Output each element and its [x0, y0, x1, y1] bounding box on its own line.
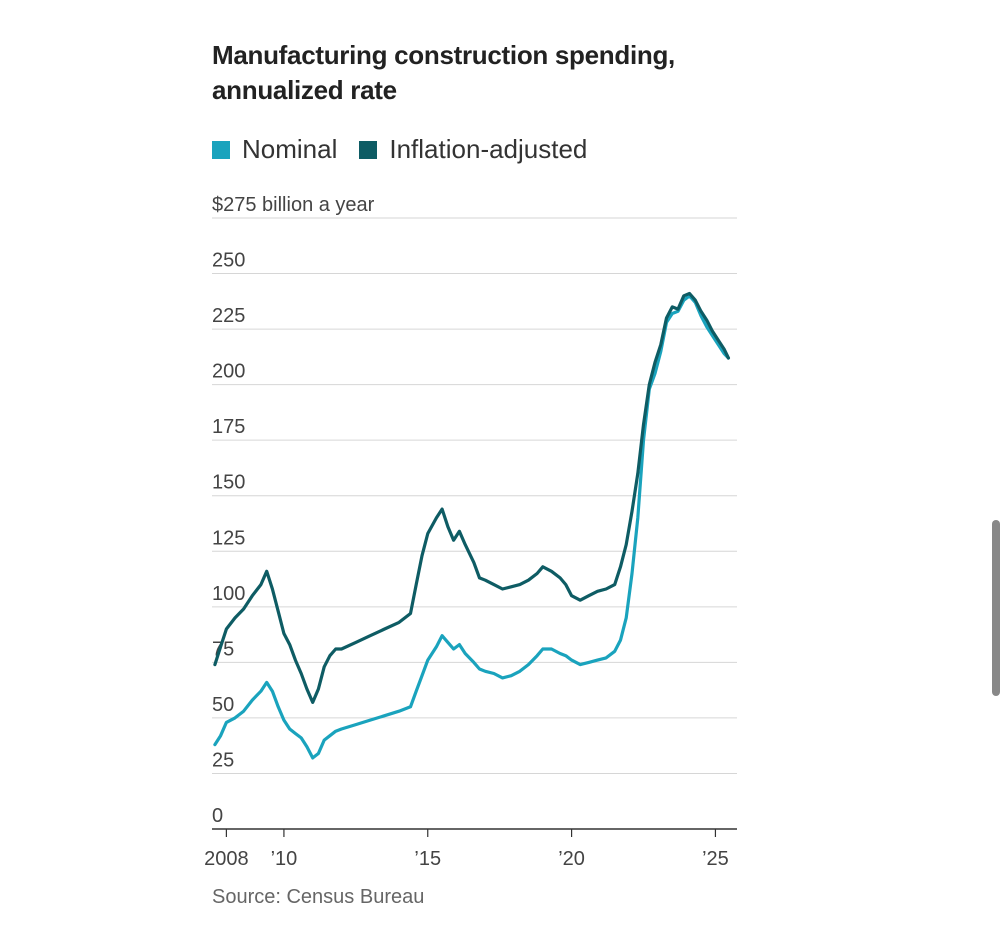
x-axis: 2008 ’10 ’15 ’20 ’25	[204, 828, 737, 870]
series-line-nominal	[213, 294, 730, 760]
legend-label-inflation-adjusted: Inflation-adjusted	[389, 134, 588, 164]
legend-item-inflation-adjusted: Inflation-adjusted	[359, 134, 587, 165]
y-tick-label-250: 250	[212, 250, 245, 272]
x-tick-label-2015: ’15	[414, 848, 441, 870]
y-tick-label-225: 225	[212, 305, 245, 327]
y-tick-label-50: 50	[212, 694, 234, 716]
y-tick-label-200: 200	[212, 361, 245, 383]
x-tick-label-2025: ’25	[702, 848, 729, 870]
y-tick-label-0: 0	[212, 805, 223, 827]
series-line-inflation-adjusted	[213, 291, 730, 704]
y-tick-label-175: 175	[212, 416, 245, 438]
chart-title: Manufacturing construction spending, ann…	[212, 40, 675, 105]
y-tick-label-125: 125	[212, 527, 245, 549]
legend-label-nominal: Nominal	[242, 134, 338, 164]
legend-swatch-nominal	[212, 140, 230, 159]
y-tick-label-100: 100	[212, 583, 245, 605]
legend-item-nominal: Nominal	[212, 134, 337, 165]
x-tick-label-2008: 2008	[204, 848, 249, 870]
x-tick-label-2010: ’10	[271, 848, 298, 870]
y-tick-label-275: $275 billion a year	[212, 194, 375, 216]
scrollbar[interactable]	[992, 520, 1000, 696]
y-tick-label-150: 150	[212, 472, 245, 494]
legend: Nominal Inflation-adjusted	[212, 134, 609, 165]
source-note: Source: Census Bureau	[212, 886, 425, 908]
legend-swatch-inflation-adjusted	[359, 140, 378, 159]
grid-lines	[212, 217, 737, 774]
y-tick-label-25: 25	[212, 749, 234, 771]
x-tick-label-2020: ’20	[558, 848, 585, 870]
series-lines	[213, 291, 730, 760]
